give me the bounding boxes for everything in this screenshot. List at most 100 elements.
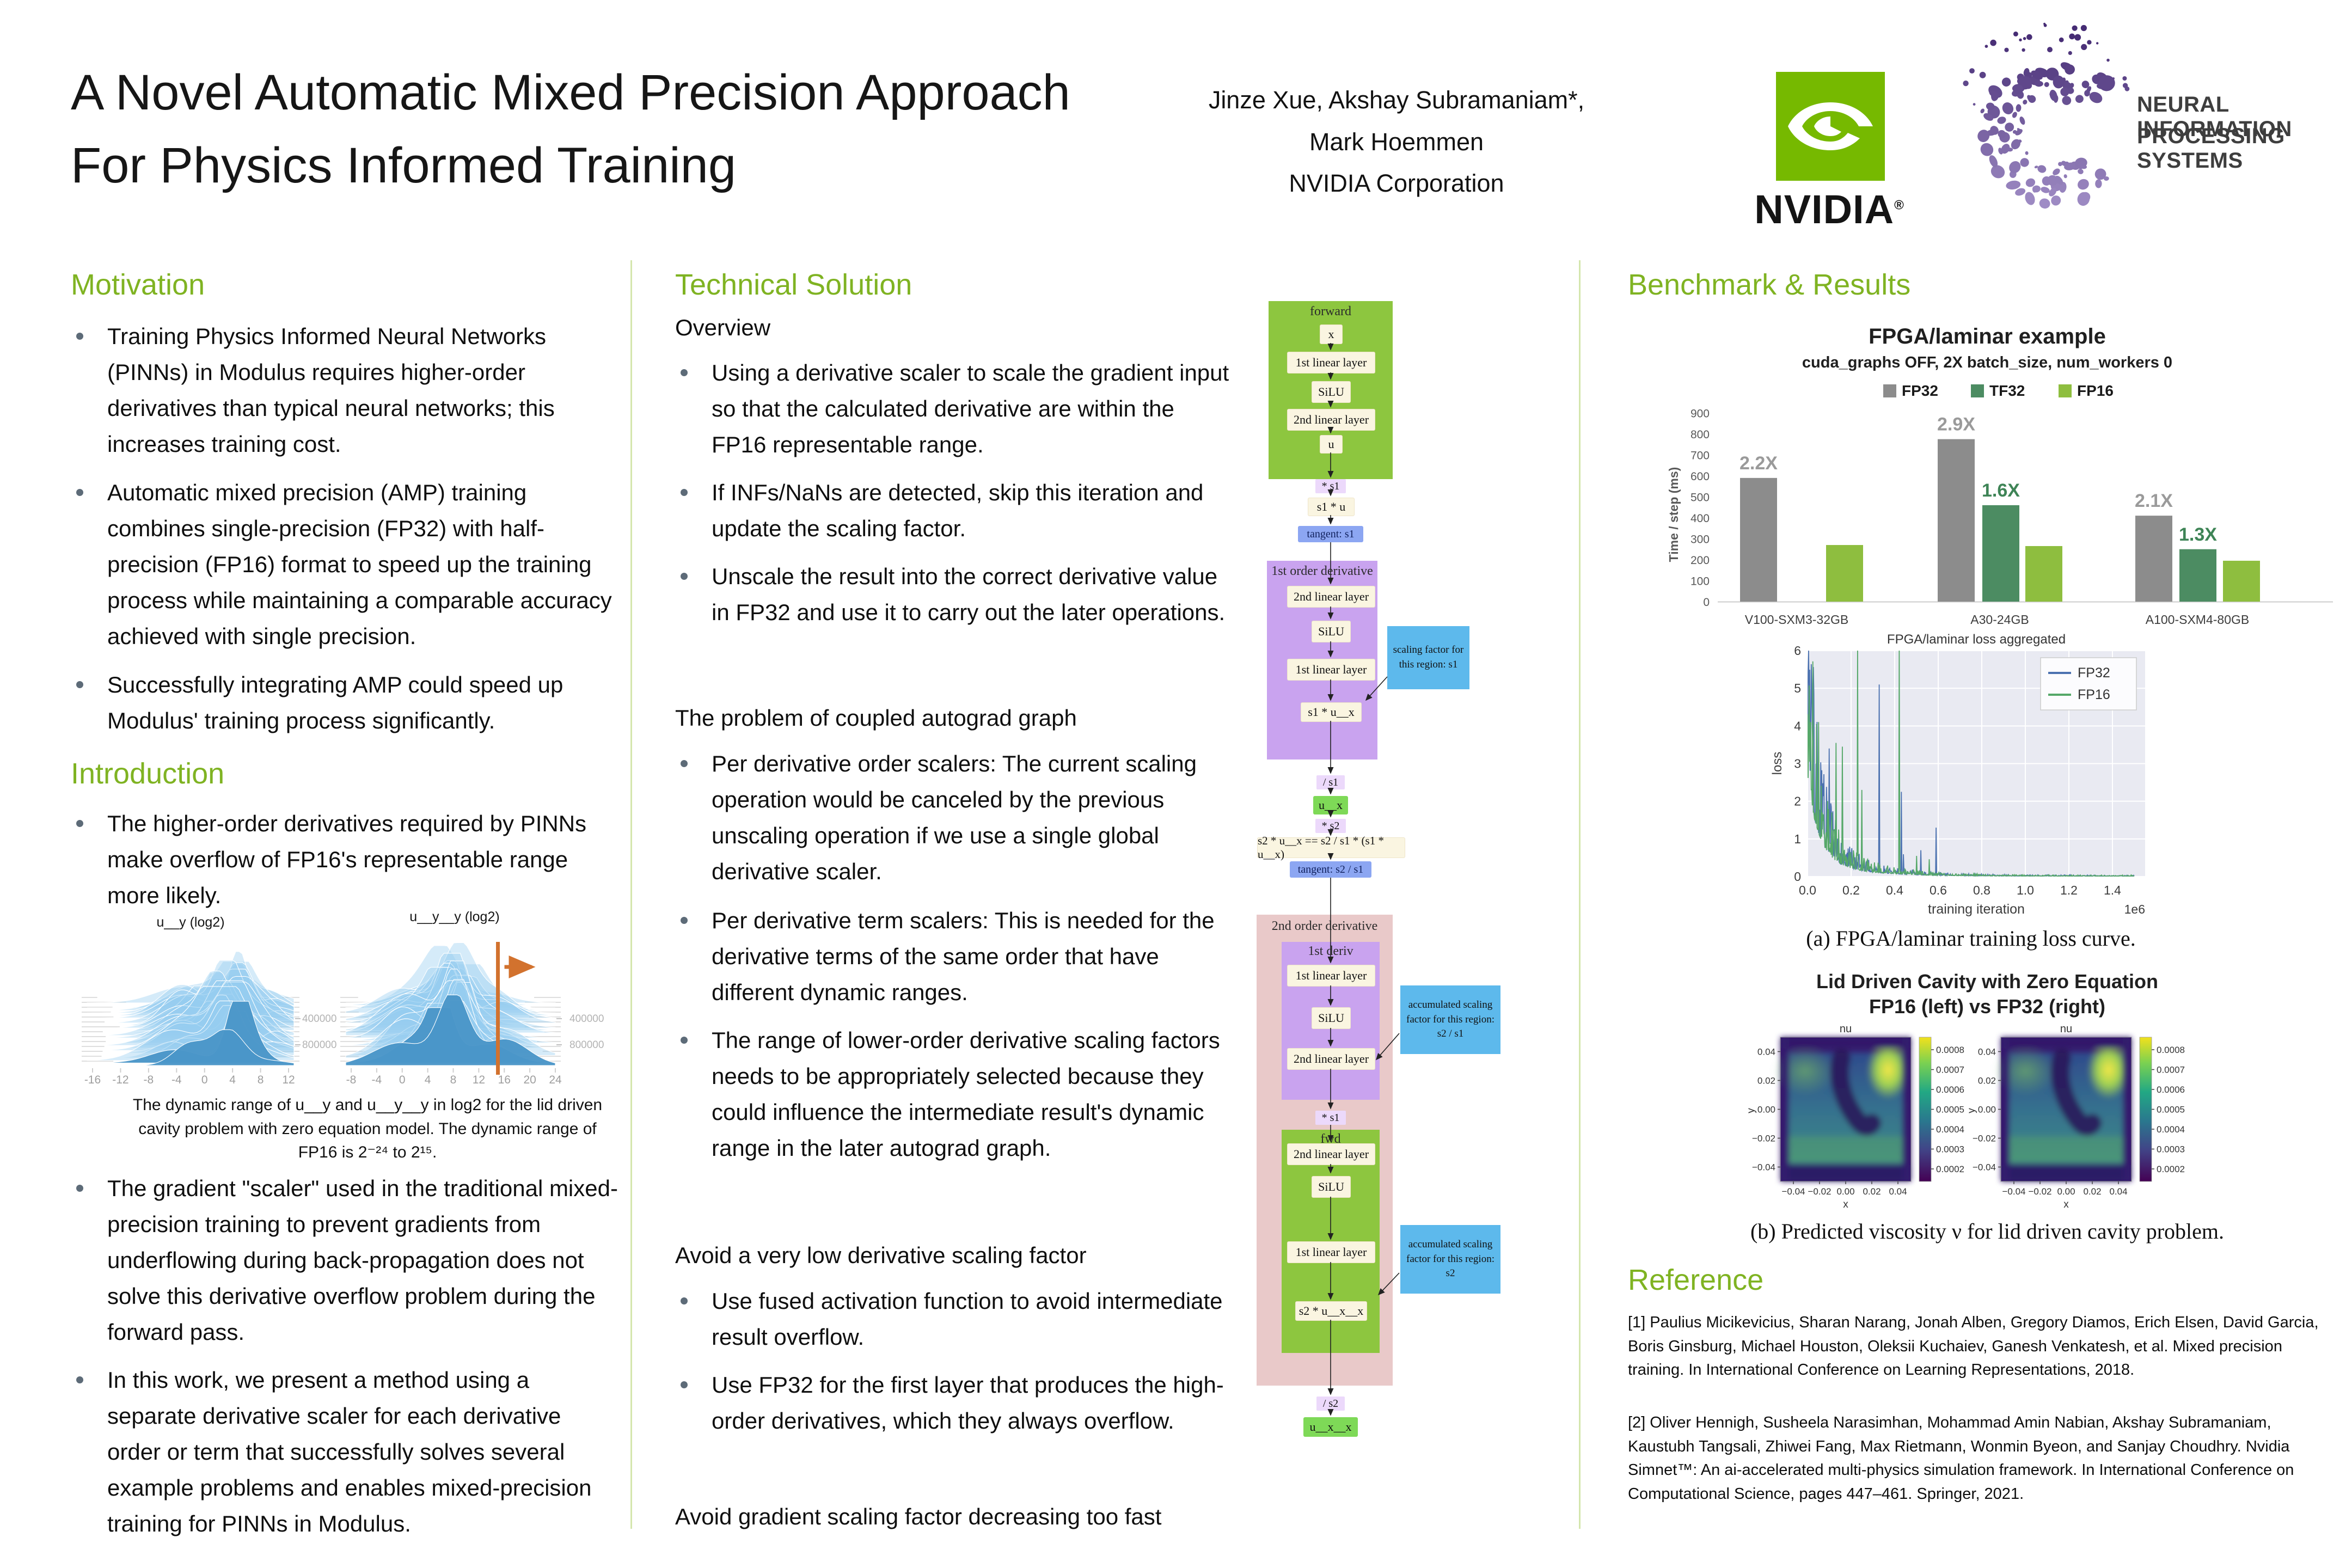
svg-text:0.0002: 0.0002 — [1936, 1164, 1964, 1174]
svg-text:0.0008: 0.0008 — [1936, 1045, 1964, 1055]
bullet-text: Successfully integrating AMP could speed… — [107, 672, 564, 733]
loss-chart-caption: (a) FPGA/laminar training loss curve. — [1806, 926, 2136, 951]
svg-text:0.0008: 0.0008 — [2157, 1045, 2185, 1055]
node-second-linear-layer: 2nd linear layer — [1287, 1048, 1375, 1070]
svg-text:2.2X: 2.2X — [1739, 453, 1778, 474]
bullet-dot — [76, 333, 83, 340]
nvidia-wordmark: NVIDIA® — [1754, 187, 1904, 232]
poster-title-line2: For Physics Informed Training — [71, 138, 737, 193]
motivation-bullet: Successfully integrating AMP could speed… — [76, 667, 621, 739]
bullet-text: Per derivative term scalers: This is nee… — [712, 908, 1215, 1005]
svg-text:0.4: 0.4 — [1886, 883, 1903, 897]
reference-item: [1] Paulius Micikevicius, Sharan Narang,… — [1628, 1314, 2319, 1379]
svg-text:TF32: TF32 — [1989, 382, 2025, 399]
svg-text:−0.04: −0.04 — [1752, 1162, 1775, 1173]
bullet-dot — [76, 681, 83, 688]
bullet-dot — [681, 573, 688, 580]
benchmark-bar-chart: 0 100 200 300 400 500 600 700 800 900 Time / step … — [1667, 382, 2333, 627]
bullet-dot — [681, 489, 688, 496]
svg-text:nu: nu — [1840, 1024, 1852, 1035]
svg-text:0.04: 0.04 — [2109, 1186, 2127, 1197]
svg-text:0.0005: 0.0005 — [2157, 1105, 2185, 1115]
svg-text:0.04: 0.04 — [1889, 1186, 1907, 1197]
svg-text:800000: 800000 — [569, 1039, 604, 1051]
svg-text:5: 5 — [1794, 681, 1801, 695]
svg-text:8: 8 — [450, 1074, 457, 1086]
bullet-dot — [681, 1037, 688, 1044]
svg-text:12: 12 — [282, 1074, 295, 1086]
svg-text:0.8: 0.8 — [1973, 883, 1990, 897]
neurips-text-line2: PROCESSING SYSTEMS — [2137, 124, 2285, 173]
svg-text:x: x — [1843, 1199, 1848, 1210]
technical-bullet: The range of lower-order derivative scal… — [681, 1022, 1230, 1166]
svg-text:900: 900 — [1690, 408, 1710, 420]
svg-text:0.0003: 0.0003 — [1936, 1144, 1964, 1155]
svg-text:2.1X: 2.1X — [2135, 491, 2173, 511]
svg-text:4: 4 — [229, 1074, 236, 1086]
svg-text:FPGA/laminar loss aggregated: FPGA/laminar loss aggregated — [1887, 632, 2066, 647]
op-chip-div-s2: / s2 — [1316, 1396, 1345, 1411]
node-s1-times-u: s1 * u — [1308, 498, 1355, 516]
svg-text:0.0003: 0.0003 — [2157, 1144, 2185, 1155]
svg-text:8: 8 — [258, 1074, 264, 1086]
section-heading-reference: Reference — [1628, 1264, 1764, 1296]
svg-text:-12: -12 — [112, 1074, 128, 1086]
nvidia-logo-icon — [1776, 72, 1885, 181]
bullet-dot — [76, 820, 83, 827]
node-second-linear-layer: 2nd linear layer — [1287, 409, 1375, 431]
svg-text:800000: 800000 — [302, 1039, 336, 1051]
svg-text:0.02: 0.02 — [1978, 1076, 1996, 1086]
introduction-bullet: The higher-order derivatives required by… — [76, 806, 621, 914]
dynamic-range-ridgeline-figure: u__y (log2) -16 -12 -8 -4 0 4 8 12 400000 800000 u_… — [82, 910, 604, 1086]
node-silu: SiLU — [1312, 621, 1351, 642]
node-s2-uxx: s2 * u__x__x — [1295, 1301, 1367, 1321]
svg-text:−0.02: −0.02 — [2028, 1186, 2051, 1197]
svg-text:y: y — [1966, 1108, 1977, 1113]
technical-bullet: Per derivative order scalers: The curren… — [681, 746, 1230, 890]
node-first-linear-layer: 1st linear layer — [1287, 659, 1375, 681]
svg-text:24: 24 — [549, 1074, 562, 1086]
section-heading-technical-solution: Technical Solution — [675, 268, 912, 301]
heatmap-suptitle-line2: FP16 (left) vs FP32 (right) — [1869, 995, 2106, 1018]
svg-text:u__y__y (log2): u__y__y (log2) — [409, 910, 499, 924]
author-line: Mark Hoemmen — [1309, 127, 1484, 156]
svg-text:1.0: 1.0 — [2017, 883, 2034, 897]
svg-text:loss: loss — [1770, 752, 1785, 775]
scaling-factor-callout-s1: scaling factor for this region: s1 — [1387, 626, 1469, 689]
node-first-linear-layer: 1st linear layer — [1287, 965, 1375, 987]
section-heading-motivation: Motivation — [71, 268, 205, 301]
node-first-linear-layer: 1st linear layer — [1287, 1241, 1375, 1263]
svg-text:V100-SXM3-32GB: V100-SXM3-32GB — [1745, 612, 1848, 627]
svg-text:nu: nu — [2060, 1024, 2072, 1035]
column-divider — [630, 260, 632, 1529]
svg-text:200: 200 — [1690, 554, 1710, 567]
svg-text:0.0004: 0.0004 — [1936, 1124, 1964, 1135]
training-loss-chart: 0 1 2 3 4 5 6 0.0 0.2 0.4 0.6 0.8 1.0 1.2 1.4 FPGA/lami… — [1770, 632, 2145, 917]
author-line: Jinze Xue, Akshay Subramaniam*, — [1208, 86, 1585, 114]
svg-text:u__y (log2): u__y (log2) — [156, 915, 224, 930]
svg-text:300: 300 — [1690, 534, 1710, 546]
svg-text:1.3X: 1.3X — [2179, 524, 2217, 545]
svg-text:0.00: 0.00 — [1836, 1186, 1854, 1197]
bullet-text: In this work, we present a method using … — [107, 1367, 592, 1536]
section-heading-introduction: Introduction — [71, 757, 225, 790]
svg-text:16: 16 — [498, 1074, 511, 1086]
svg-text:500: 500 — [1690, 492, 1710, 504]
svg-text:−0.04: −0.04 — [2002, 1186, 2025, 1197]
bullet-text: If INFs/NaNs are detected, skip this ite… — [712, 480, 1204, 541]
svg-text:0: 0 — [1703, 596, 1710, 609]
bullet-dot — [681, 917, 688, 924]
node-second-linear-layer: 2nd linear layer — [1287, 1143, 1375, 1165]
node-s1-ux: s1 * u__x — [1301, 702, 1362, 722]
ridgeline-figure-caption: The dynamic range of u__y and u__y__y in… — [132, 1096, 603, 1161]
bullet-text: The higher-order derivatives required by… — [107, 811, 587, 908]
bar-chart-subtitle: cuda_graphs OFF, 2X batch_size, num_work… — [1802, 354, 2173, 371]
svg-text:0.0006: 0.0006 — [1936, 1085, 1964, 1095]
bullet-dot — [76, 1185, 83, 1192]
svg-text:4: 4 — [1794, 719, 1801, 733]
svg-text:FP32: FP32 — [2078, 665, 2110, 681]
svg-text:training iteration: training iteration — [1928, 902, 2025, 917]
svg-text:1.2: 1.2 — [2060, 883, 2078, 897]
bullet-text: Use FP32 for the first layer that produc… — [712, 1372, 1224, 1434]
